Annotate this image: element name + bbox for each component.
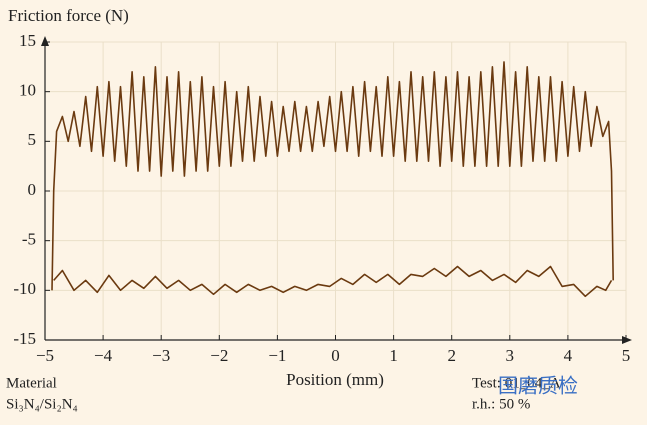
x-tick-label: 1 <box>389 346 398 365</box>
x-tick-label: −2 <box>210 346 228 365</box>
y-tick-label: -15 <box>13 329 36 348</box>
x-tick-label: −1 <box>268 346 286 365</box>
x-tick-label: 5 <box>622 346 631 365</box>
x-tick-label: −4 <box>94 346 113 365</box>
y-tick-label: 10 <box>19 81 36 100</box>
x-tick-label: −5 <box>36 346 54 365</box>
note: Si₃N₄/Si₂N₄ <box>6 396 78 412</box>
note: Material <box>6 375 57 391</box>
friction-trace <box>51 61 614 291</box>
x-tick-label: −3 <box>152 346 170 365</box>
y-tick-label: 0 <box>28 180 37 199</box>
x-axis-label: Position (mm) <box>286 370 384 389</box>
y-arrow <box>41 36 49 46</box>
x-arrow <box>622 336 632 344</box>
plot <box>44 41 627 341</box>
chart-title: Friction force (N) <box>8 6 129 25</box>
x-tick-label: 3 <box>506 346 515 365</box>
watermark: 国磨质检 <box>498 374 578 398</box>
friction-trace <box>53 265 613 298</box>
x-tick-label: 4 <box>564 346 573 365</box>
y-tick-label: 5 <box>28 130 37 149</box>
x-tick-label: 2 <box>447 346 456 365</box>
y-tick-label: -5 <box>22 230 36 249</box>
y-tick-label: -10 <box>13 279 36 298</box>
note: Test: 01_04_A <box>472 375 561 391</box>
x-tick-label: 0 <box>331 346 340 365</box>
y-tick-label: 15 <box>19 31 36 50</box>
note: r.h.: 50 % <box>472 396 530 412</box>
